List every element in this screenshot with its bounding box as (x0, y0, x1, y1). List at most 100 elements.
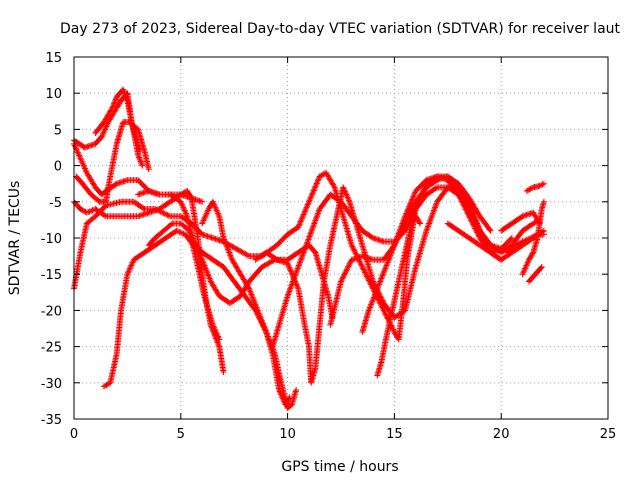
data-point (100, 383, 107, 390)
data-point (201, 216, 208, 223)
data-point (262, 326, 269, 333)
data-point (352, 249, 359, 256)
data-point (122, 93, 129, 100)
data-point (533, 232, 540, 239)
data-point (524, 259, 531, 266)
data-point (225, 248, 232, 255)
data-point (389, 248, 396, 255)
data-point (410, 204, 417, 211)
data-point (426, 219, 433, 226)
data-point (411, 190, 418, 197)
data-point (287, 284, 294, 291)
data-point (233, 245, 240, 252)
data-point (109, 104, 116, 111)
data-point (540, 180, 547, 187)
data-point (530, 220, 537, 227)
data-point (308, 229, 315, 236)
data-point (102, 124, 109, 131)
data-point (368, 301, 375, 308)
data-point (215, 211, 222, 218)
data-point (341, 187, 348, 194)
data-point (393, 238, 400, 245)
data-point (135, 153, 142, 160)
data-point (302, 207, 309, 214)
data-point (122, 92, 129, 99)
data-point (373, 287, 380, 294)
data-point (380, 271, 387, 278)
data-point (508, 235, 515, 241)
data-point (81, 165, 88, 172)
x-tick-label: 10 (279, 427, 296, 442)
data-point (370, 294, 377, 301)
data-point (180, 204, 187, 211)
data-point (199, 198, 206, 205)
data-point (179, 201, 186, 208)
data-point (250, 295, 257, 302)
data-point (340, 184, 347, 191)
series-s10 (199, 198, 300, 412)
data-point (361, 268, 368, 275)
data-point (305, 236, 312, 243)
data-point (383, 262, 390, 269)
data-point (386, 255, 393, 262)
data-point (366, 277, 373, 284)
data-point (408, 206, 415, 213)
data-point (160, 209, 167, 216)
data-point (395, 234, 402, 241)
data-point (432, 203, 439, 210)
data-point (314, 177, 321, 184)
data-point (101, 127, 108, 134)
data-point (368, 234, 375, 241)
data-point (295, 263, 302, 270)
data-point (344, 194, 351, 201)
data-point (71, 142, 78, 149)
data-point (523, 236, 530, 243)
data-point (272, 255, 279, 262)
data-point (514, 241, 521, 248)
data-point (205, 272, 212, 279)
data-point (464, 209, 471, 216)
data-point (108, 105, 115, 112)
data-point (177, 229, 184, 236)
data-point (257, 314, 264, 321)
data-point (129, 259, 136, 266)
data-point (472, 225, 479, 232)
data-point (102, 382, 109, 389)
data-point (462, 206, 469, 213)
data-point (384, 314, 391, 321)
y-tick-label: 5 (54, 123, 62, 138)
data-point (459, 199, 466, 206)
data-point (165, 212, 172, 219)
data-point (372, 291, 379, 298)
data-point (78, 158, 85, 165)
data-point (293, 387, 300, 394)
data-point (378, 275, 385, 282)
data-point (394, 235, 401, 242)
data-point (348, 242, 355, 249)
data-point (239, 249, 246, 256)
data-point (307, 232, 314, 239)
data-point (285, 290, 292, 297)
data-point (255, 310, 262, 317)
data-point (228, 255, 235, 262)
data-point (372, 290, 379, 297)
data-point (461, 203, 468, 210)
data-point (81, 208, 88, 215)
data-point (432, 185, 439, 192)
data-point (200, 217, 207, 224)
data-point (416, 219, 423, 226)
data-point (177, 198, 184, 205)
data-point (315, 176, 322, 183)
data-point (211, 324, 218, 331)
data-point (385, 258, 392, 265)
data-point (181, 206, 188, 213)
data-point (181, 207, 188, 214)
data-point (401, 221, 408, 228)
data-point (427, 217, 434, 224)
data-point (460, 201, 467, 208)
data-point (264, 332, 271, 339)
data-point (405, 206, 412, 213)
data-point (209, 198, 216, 205)
data-point (249, 294, 256, 301)
data-point (285, 291, 292, 298)
